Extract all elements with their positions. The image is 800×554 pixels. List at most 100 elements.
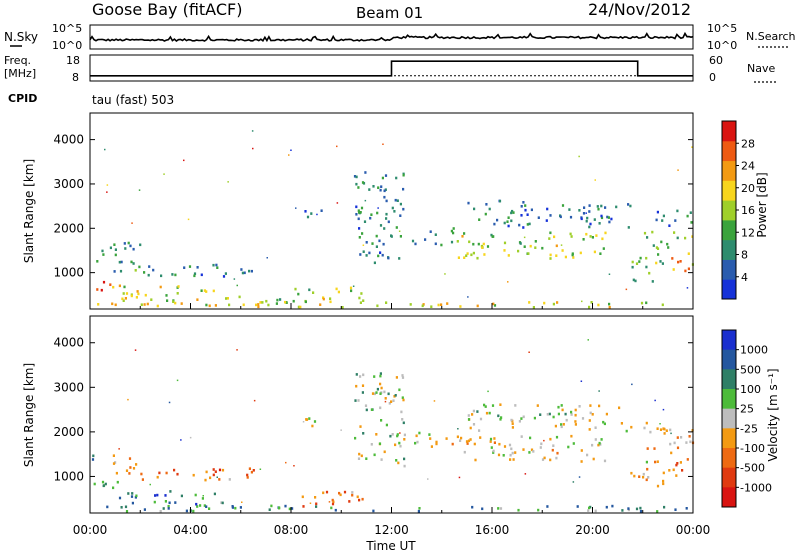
velocity-cell xyxy=(354,399,357,402)
power-cell xyxy=(381,253,384,257)
velocity-cell xyxy=(548,412,551,416)
velocity-colorbar-swatch xyxy=(722,428,736,449)
velocity-cell xyxy=(581,417,585,420)
power-cell xyxy=(600,216,604,220)
power-cell xyxy=(503,221,506,225)
velocity-cell xyxy=(156,475,159,479)
power-cell xyxy=(493,222,496,226)
velocity-cell xyxy=(676,462,679,465)
velocity-cell xyxy=(598,441,601,445)
power-cell xyxy=(511,209,514,213)
power-cell xyxy=(643,231,647,235)
velocity-cell xyxy=(131,492,134,495)
power-cell xyxy=(106,184,109,186)
velocity-cell xyxy=(140,472,143,476)
power-cell xyxy=(395,176,398,180)
power-cell xyxy=(491,235,494,238)
velocity-colorbar-swatch xyxy=(722,487,736,508)
power-cell xyxy=(349,286,353,290)
velocity-cell xyxy=(284,504,287,508)
power-cell xyxy=(600,214,603,218)
velocity-cell xyxy=(469,426,472,430)
velocity-cell xyxy=(620,422,623,425)
velocity-cell xyxy=(195,502,198,506)
velocity-cell xyxy=(510,447,513,451)
velocity-cell xyxy=(379,372,382,375)
velocity-cell xyxy=(445,437,448,440)
power-cell xyxy=(600,204,603,208)
velocity-colorbar-swatch xyxy=(722,330,736,351)
power-cell xyxy=(350,289,353,293)
power-cell xyxy=(238,295,241,299)
power-cell xyxy=(588,210,591,213)
power-cell xyxy=(372,185,375,188)
power-cell xyxy=(123,285,126,289)
freq-panel-frame xyxy=(89,54,694,82)
velocity-cell xyxy=(499,507,503,510)
power-cell xyxy=(687,252,690,255)
power-cell xyxy=(138,265,141,269)
power-cell xyxy=(450,229,453,233)
velocity-cell xyxy=(153,500,156,504)
velocity-cell xyxy=(533,416,536,420)
power-cell xyxy=(528,301,531,304)
power-cell xyxy=(261,301,264,304)
velocity-cell xyxy=(101,480,105,484)
velocity-cell xyxy=(576,505,579,508)
power-cell xyxy=(520,205,523,208)
power-ytick-label: 1000 xyxy=(53,266,84,280)
power-cell xyxy=(549,214,552,217)
power-cell xyxy=(203,289,206,292)
velocity-cell xyxy=(314,496,317,499)
velocity-cell xyxy=(578,405,581,408)
velocity-cell xyxy=(458,476,461,479)
velocity-cell xyxy=(541,458,545,461)
power-cell xyxy=(661,303,664,307)
power-cell xyxy=(395,226,398,229)
velocity-cell xyxy=(164,500,167,503)
velocity-cell xyxy=(514,404,517,407)
power-cell xyxy=(171,273,174,276)
velocity-cell xyxy=(393,395,396,398)
power-cell xyxy=(534,246,537,249)
velocity-cell xyxy=(517,508,520,512)
power-cell xyxy=(200,273,203,277)
power-cell xyxy=(572,256,575,259)
velocity-cell xyxy=(394,394,397,397)
power-cell xyxy=(100,288,103,292)
velocity-cell xyxy=(570,413,573,416)
velocity-cell xyxy=(162,507,165,510)
velocity-cell xyxy=(154,494,157,497)
velocity-cell xyxy=(656,510,659,513)
velocity-cell xyxy=(560,423,563,426)
power-cell xyxy=(522,226,525,229)
power-cell xyxy=(187,218,190,221)
velocity-cell xyxy=(510,418,513,422)
velocity-cell xyxy=(340,429,342,431)
noise-left-tick-bottom: 10^0 xyxy=(52,39,82,52)
power-cell xyxy=(265,299,268,303)
velocity-cell xyxy=(433,400,436,402)
power-cell xyxy=(337,290,340,294)
nave-tick-bottom: 0 xyxy=(709,71,716,84)
power-cell xyxy=(528,222,531,226)
velocity-cell xyxy=(574,413,577,417)
power-cell xyxy=(379,251,382,254)
velocity-cell xyxy=(491,404,495,407)
velocity-cell xyxy=(435,442,438,446)
power-cell xyxy=(381,176,384,180)
velocity-cell xyxy=(529,436,532,440)
velocity-cell xyxy=(357,457,361,460)
velocity-cell xyxy=(536,404,539,407)
power-cell xyxy=(134,269,137,272)
power-cell xyxy=(288,154,290,156)
power-cell xyxy=(555,254,558,257)
velocity-cell xyxy=(645,460,648,464)
power-cell xyxy=(226,297,229,300)
power-cell xyxy=(599,252,602,255)
power-cell xyxy=(132,247,135,251)
power-cell xyxy=(357,186,360,189)
power-cell xyxy=(138,189,141,191)
power-cell xyxy=(465,254,468,257)
velocity-cell xyxy=(518,420,521,423)
